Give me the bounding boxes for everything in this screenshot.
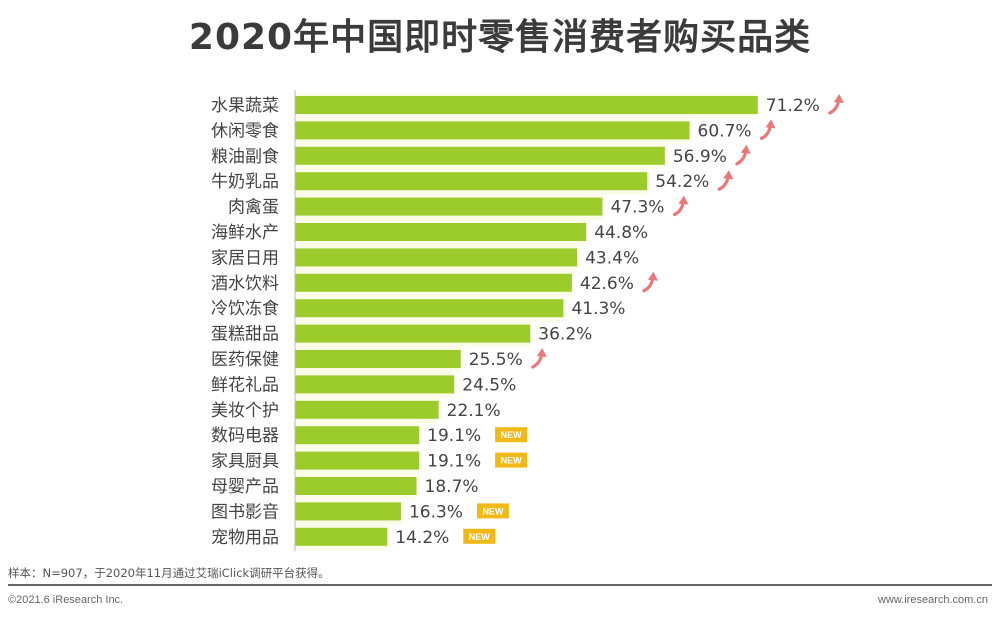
category-label: 鲜花礼品 bbox=[211, 375, 279, 395]
new-badge-bg bbox=[463, 528, 496, 544]
value-label: 19.1% bbox=[427, 426, 481, 446]
category-label: 宠物用品 bbox=[211, 528, 279, 548]
value-label: 36.2% bbox=[538, 325, 592, 345]
chart-title: 2020年中国即时零售消费者购买品类 bbox=[188, 17, 812, 58]
bar-chart: 水果蔬菜休闲零食粮油副食牛奶乳品肉禽蛋海鲜水产家居日用酒水饮料冷饮冻食蛋糕甜品医… bbox=[211, 90, 844, 552]
category-labels: 水果蔬菜休闲零食粮油副食牛奶乳品肉禽蛋海鲜水产家居日用酒水饮料冷饮冻食蛋糕甜品医… bbox=[211, 96, 279, 548]
value-label: 47.3% bbox=[610, 198, 664, 218]
category-label: 水果蔬菜 bbox=[211, 96, 279, 116]
bars bbox=[295, 96, 758, 546]
bar bbox=[295, 172, 648, 191]
new-badge-label: NEW bbox=[501, 456, 523, 466]
arrow-head bbox=[765, 119, 776, 129]
bar bbox=[295, 273, 572, 292]
markers: NEW NEW NEW NEW bbox=[463, 94, 844, 544]
bar bbox=[295, 350, 461, 368]
value-label: 43.4% bbox=[585, 248, 639, 268]
bar bbox=[295, 502, 401, 521]
category-label: 冷饮冻食 bbox=[211, 299, 279, 319]
value-label: 42.6% bbox=[580, 274, 634, 294]
rising-arrow-icon bbox=[735, 144, 751, 166]
bar bbox=[295, 146, 665, 165]
website-link[interactable]: www.iresearch.com.cn bbox=[877, 594, 988, 606]
category-label: 数码电器 bbox=[211, 426, 279, 446]
bar bbox=[295, 197, 603, 216]
value-label: 14.2% bbox=[395, 528, 449, 548]
value-label: 18.7% bbox=[425, 477, 479, 497]
rising-arrow-icon bbox=[672, 195, 689, 217]
bar bbox=[295, 248, 578, 267]
arrow-head bbox=[678, 195, 689, 205]
arrow-head bbox=[647, 271, 658, 281]
value-label: 44.8% bbox=[594, 223, 648, 243]
category-label: 母婴产品 bbox=[211, 477, 279, 497]
value-label: 54.2% bbox=[655, 172, 709, 192]
category-label: 家具厨具 bbox=[211, 452, 279, 472]
new-badge-label: NEW bbox=[469, 532, 491, 542]
new-badge-label: NEW bbox=[482, 506, 504, 516]
rising-arrow-icon bbox=[828, 94, 844, 115]
new-badge: NEW bbox=[476, 503, 509, 519]
category-label: 蛋糕甜品 bbox=[211, 325, 279, 345]
value-label: 25.5% bbox=[469, 350, 523, 370]
rising-arrow-icon bbox=[642, 271, 658, 293]
category-label: 医药保健 bbox=[211, 350, 279, 370]
new-badge-bg bbox=[476, 503, 509, 519]
rising-arrow-icon bbox=[531, 348, 547, 369]
category-label: 美妆个护 bbox=[211, 401, 279, 421]
category-label: 粮油副食 bbox=[211, 147, 279, 167]
bar bbox=[295, 96, 758, 114]
bar bbox=[295, 527, 388, 546]
sample-note: 样本：N=907，于2020年11月通过艾瑞iClick调研平台获得。 bbox=[8, 566, 330, 580]
value-label: 24.5% bbox=[462, 375, 516, 395]
category-label: 家居日用 bbox=[211, 248, 279, 268]
value-label: 16.3% bbox=[409, 502, 463, 522]
bar bbox=[295, 426, 420, 445]
new-badge: NEW bbox=[495, 427, 528, 443]
bar bbox=[295, 451, 420, 470]
new-badge: NEW bbox=[495, 452, 528, 468]
bar bbox=[295, 400, 439, 419]
value-label: 60.7% bbox=[698, 121, 752, 141]
category-label: 海鲜水产 bbox=[211, 223, 279, 243]
bar bbox=[295, 223, 587, 241]
rising-arrow-icon bbox=[759, 119, 776, 140]
value-label: 22.1% bbox=[447, 401, 501, 421]
new-badge-label: NEW bbox=[501, 430, 523, 440]
new-badge-bg bbox=[495, 452, 528, 468]
copyright-text: ©2021.6 iResearch Inc. bbox=[8, 594, 124, 606]
new-badge-bg bbox=[495, 427, 528, 443]
arrow-head bbox=[740, 144, 751, 154]
value-label: 41.3% bbox=[571, 299, 625, 319]
category-label: 休闲零食 bbox=[211, 121, 279, 141]
value-labels: 71.2% 60.7% 56.9% 54.2% 47.3% 44.8% 43.4% 42.6%… bbox=[395, 96, 820, 548]
rising-arrow-icon bbox=[717, 170, 734, 191]
bar bbox=[295, 324, 531, 343]
bar bbox=[295, 477, 417, 495]
bar bbox=[295, 299, 564, 318]
bar bbox=[295, 121, 690, 140]
new-badge: NEW bbox=[463, 528, 496, 544]
arrow-head bbox=[536, 348, 547, 357]
value-label: 56.9% bbox=[673, 147, 727, 167]
value-label: 19.1% bbox=[427, 452, 481, 472]
category-label: 牛奶乳品 bbox=[211, 172, 279, 192]
value-label: 71.2% bbox=[766, 96, 820, 116]
arrow-head bbox=[833, 94, 844, 103]
category-label: 酒水饮料 bbox=[211, 274, 279, 294]
category-label: 图书影音 bbox=[211, 502, 279, 522]
arrow-head bbox=[723, 170, 734, 180]
category-label: 肉禽蛋 bbox=[228, 198, 279, 218]
footer-divider bbox=[8, 584, 992, 586]
bar bbox=[295, 375, 455, 394]
